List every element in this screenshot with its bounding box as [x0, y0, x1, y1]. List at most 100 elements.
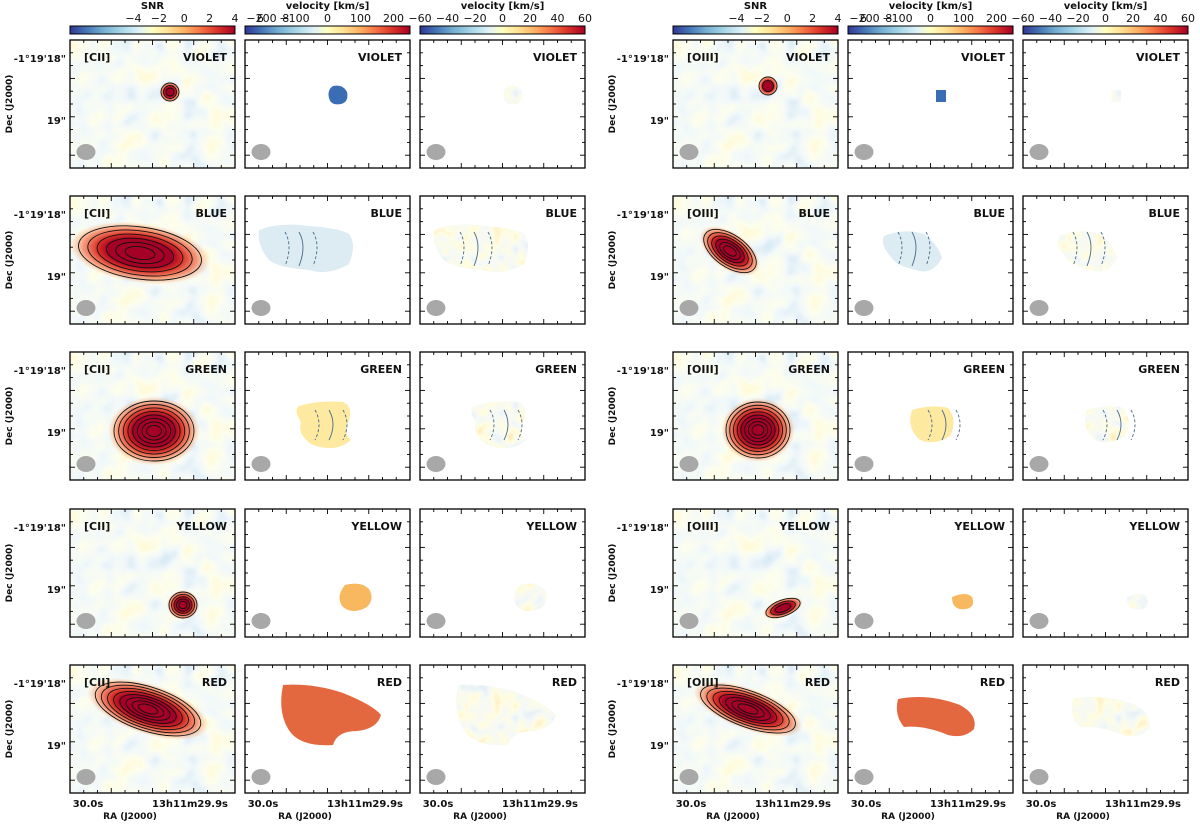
beam-ellipse	[679, 144, 699, 160]
beam-ellipse	[854, 456, 874, 472]
beam-ellipse	[426, 300, 446, 316]
snr-contour	[163, 85, 177, 99]
snr-contour	[707, 232, 753, 270]
colorbar-tick-label: 60	[578, 12, 592, 25]
velocity-field	[910, 406, 954, 443]
colorbar-tick-label: 6	[257, 12, 264, 25]
velocity-contour	[955, 409, 961, 441]
snr-contour	[740, 414, 776, 446]
snr-contour	[125, 697, 171, 721]
beam-ellipse	[251, 456, 271, 472]
colorbar-title: SNR	[141, 1, 165, 12]
colorbar-title: velocity [km/s]	[1064, 1, 1148, 12]
beam-ellipse	[426, 769, 446, 785]
ra-tick-label: 30.0s	[1026, 799, 1057, 810]
panel-oiii-violet-residual: VIOLET	[1022, 39, 1189, 169]
snr-contour	[165, 87, 175, 97]
dec-tick-label: 19"	[650, 428, 669, 439]
colorbar-tick-label: 100	[953, 12, 974, 25]
snr-contour	[118, 404, 190, 458]
ra-tick-label: 13h11m29.9s	[327, 799, 403, 810]
velocity-residual-field	[503, 85, 523, 105]
dec-tick-label: 19"	[650, 741, 669, 752]
panel-cii-yellow-snr: YELLOW [CII]	[69, 508, 236, 638]
velocity-contour	[1102, 409, 1108, 441]
panel-oiii-yellow-velocity: YELLOW	[847, 508, 1014, 638]
dec-tick-label: -1°19'18"	[617, 679, 669, 690]
colorbar-tick-label: 200	[986, 12, 1007, 25]
emission-source	[108, 396, 200, 466]
colorbar-1-2: velocity [km/s] −200 −100 0 100 200	[244, 1, 411, 35]
panel-oiii-blue-velocity: BLUE	[847, 195, 1014, 325]
line-label: [OIII]	[687, 363, 719, 376]
colorbar-2-3: velocity [km/s] −60 −40 −20 0 20 40 60	[1011, 1, 1195, 35]
dec-axis-label: Dec (J2000)	[608, 75, 618, 134]
row-label: GREEN	[788, 363, 830, 376]
velocity-contour	[1072, 231, 1078, 267]
panel-cii-violet-residual: VIOLET	[419, 39, 586, 169]
snr-contour	[719, 242, 741, 260]
velocity-contour	[911, 231, 917, 267]
snr-contour	[715, 238, 745, 264]
snr-contour	[132, 414, 176, 448]
snr-contour	[711, 235, 749, 267]
line-label: [CII]	[84, 51, 110, 64]
velocity-field	[896, 697, 975, 737]
snr-contour	[744, 417, 772, 443]
snr-contour	[758, 76, 778, 96]
dec-tick-label: -1°19'18"	[14, 523, 66, 534]
row-label: RED	[377, 676, 402, 689]
row-label: BLUE	[1149, 207, 1180, 220]
snr-contour	[94, 681, 202, 737]
ra-tick-label: 13h11m29.9s	[152, 799, 228, 810]
velocity-field	[328, 85, 348, 105]
dec-tick-label: -1°19'18"	[617, 54, 669, 65]
beam-ellipse	[76, 456, 96, 472]
dec-tick-label: 19"	[47, 741, 66, 752]
emission-source	[699, 226, 761, 276]
colorbar-gradient	[847, 25, 1014, 35]
colorbar-tick-label: 100	[350, 12, 371, 25]
snr-map	[70, 509, 235, 637]
row-label: YELLOW	[953, 520, 1005, 533]
colorbar-title: SNR	[744, 1, 768, 12]
beam-ellipse	[76, 144, 96, 160]
beam-ellipse	[251, 300, 271, 316]
row-label: VIOLET	[183, 51, 227, 64]
snr-contour	[725, 697, 771, 721]
colorbar-tick-label: −2	[754, 12, 770, 25]
line-label: [OIII]	[687, 676, 719, 689]
dec-tick-label: 19"	[47, 272, 66, 283]
colorbar-1-1: SNR−4 −2 0 2 4 6 8	[69, 1, 289, 35]
row-label: VIOLET	[533, 51, 577, 64]
dec-axis-label: Dec (J2000)	[608, 700, 618, 759]
velocity-contour	[503, 409, 509, 441]
snr-contour	[706, 687, 790, 731]
velocity-background	[1023, 509, 1188, 637]
colorbar-tick-label: −40	[1039, 12, 1062, 25]
colorbar-gradient	[69, 25, 236, 35]
ra-tick-label: 30.0s	[676, 799, 707, 810]
velocity-contour	[284, 231, 290, 267]
row-label: RED	[1155, 676, 1180, 689]
row-label: BLUE	[799, 207, 830, 220]
beam-ellipse	[76, 300, 96, 316]
colorbar-tick-label: 6	[860, 12, 867, 25]
colorbar-tick-label: 0	[324, 12, 331, 25]
beam-ellipse	[679, 613, 699, 629]
snr-contour	[127, 411, 181, 451]
snr-contour	[747, 421, 769, 439]
panel-cii-blue-velocity: BLUE	[244, 195, 411, 325]
beam-ellipse	[679, 456, 699, 472]
velocity-contour	[897, 231, 903, 267]
colorbar-gradient	[419, 25, 586, 35]
velocity-field	[339, 583, 372, 611]
colorbar-tick-label: 60	[1181, 12, 1195, 25]
velocity-contour	[925, 231, 931, 267]
beam-ellipse	[1029, 144, 1049, 160]
panel-cii-green-velocity: GREEN	[244, 351, 411, 481]
snr-contour	[718, 693, 778, 725]
colorbar-tick-label: 8	[282, 12, 289, 25]
row-label: VIOLET	[1136, 51, 1180, 64]
row-label: GREEN	[535, 363, 577, 376]
